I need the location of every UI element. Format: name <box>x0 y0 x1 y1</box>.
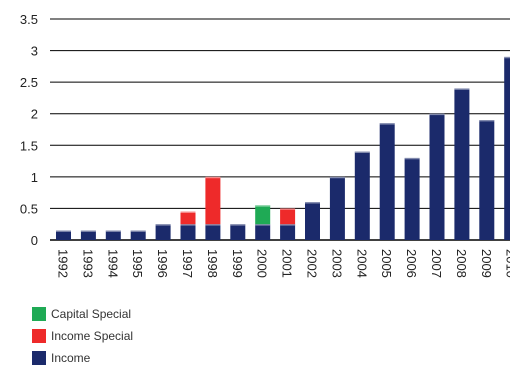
x-tick-label: 1998 <box>205 249 220 278</box>
bar-highlight <box>255 224 271 226</box>
x-tick-label: 2006 <box>404 249 419 278</box>
bar-income <box>305 202 320 240</box>
x-tick-label: 2004 <box>354 249 369 278</box>
bar-capital-special <box>255 205 271 225</box>
legend-swatch-income-special <box>32 329 46 343</box>
bar-income <box>180 224 196 240</box>
x-tick-label: 2001 <box>280 249 295 278</box>
y-tick-label: 1.5 <box>20 138 38 153</box>
bar-income-special <box>180 211 196 225</box>
y-tick-label: 3 <box>31 44 38 59</box>
x-tick-label: 1997 <box>180 249 195 278</box>
bar-highlight <box>56 230 71 232</box>
legend-item-capital-special: Capital Special <box>32 303 133 325</box>
bar-highlight <box>454 88 470 90</box>
bar-highlight <box>280 208 296 210</box>
x-tick-label: 2003 <box>329 249 344 278</box>
bar-income <box>404 157 420 240</box>
bar-highlight <box>180 211 196 213</box>
bar-highlight <box>205 176 221 179</box>
bar-highlight <box>479 120 495 122</box>
bar-highlight <box>305 202 320 204</box>
bar-income <box>479 120 495 240</box>
x-tick-label: 1995 <box>130 249 145 278</box>
bar-highlight <box>180 224 196 226</box>
y-tick-label: 1 <box>31 170 38 185</box>
bar-income <box>329 176 345 240</box>
bar-highlight <box>354 151 370 153</box>
bar-highlight <box>379 123 395 125</box>
bar-income <box>354 151 370 240</box>
bar-income <box>155 224 171 240</box>
x-tick-label: 2010 <box>504 249 510 278</box>
x-tick-label: 2008 <box>454 249 469 278</box>
x-tick-label: 1999 <box>230 249 245 278</box>
bar-income <box>504 56 510 241</box>
x-tick-label: 1996 <box>155 249 170 278</box>
bar-income <box>56 230 71 240</box>
x-tick-label: 2005 <box>379 249 394 278</box>
bar-highlight <box>205 224 221 226</box>
bar-highlight <box>130 230 146 232</box>
x-tick-label: 1992 <box>56 249 71 278</box>
bar-income-special <box>205 176 221 225</box>
bar-income <box>205 224 221 240</box>
legend: Capital Special Income Special Income <box>32 303 133 369</box>
x-tick-label: 2009 <box>479 249 494 278</box>
x-tick-label: 1993 <box>80 249 95 278</box>
bar-income <box>379 123 395 240</box>
legend-label-income: Income <box>51 351 91 365</box>
x-tick-label: 1994 <box>105 249 120 278</box>
bar-income <box>80 230 96 240</box>
legend-label-income-special: Income Special <box>51 329 134 343</box>
bar-income <box>280 224 296 240</box>
x-tick-label: 2002 <box>305 249 320 278</box>
bar-highlight <box>280 224 296 226</box>
bar-income <box>255 224 271 240</box>
legend-swatch-income <box>32 351 46 365</box>
y-tick-label: 0.5 <box>20 201 38 216</box>
bar-income <box>429 113 445 240</box>
bar-income <box>230 224 246 240</box>
bar-highlight <box>404 157 420 160</box>
x-tick-label: 2007 <box>429 249 444 278</box>
bar-highlight <box>80 230 96 232</box>
bar-highlight <box>255 205 271 207</box>
legend-item-income-special: Income Special <box>32 325 133 347</box>
bar-highlight <box>504 56 510 59</box>
bar-highlight <box>105 230 121 232</box>
legend-item-income: Income <box>32 347 133 369</box>
y-tick-label: 2.5 <box>20 75 38 90</box>
bar-highlight <box>230 224 246 226</box>
y-tick-label: 0 <box>31 233 38 248</box>
legend-swatch-capital-special <box>32 307 46 321</box>
y-tick-label: 3.5 <box>20 12 38 27</box>
bar-highlight <box>429 113 445 116</box>
x-tick-label: 2000 <box>255 249 270 278</box>
bar-highlight <box>155 224 171 226</box>
bar-income <box>105 230 121 240</box>
bar-income <box>454 88 470 240</box>
bar-income-special <box>280 208 296 225</box>
y-tick-label: 2 <box>31 107 38 122</box>
legend-label-capital-special: Capital Special <box>51 307 132 321</box>
bar-highlight <box>329 176 345 179</box>
bar-income <box>130 230 146 240</box>
